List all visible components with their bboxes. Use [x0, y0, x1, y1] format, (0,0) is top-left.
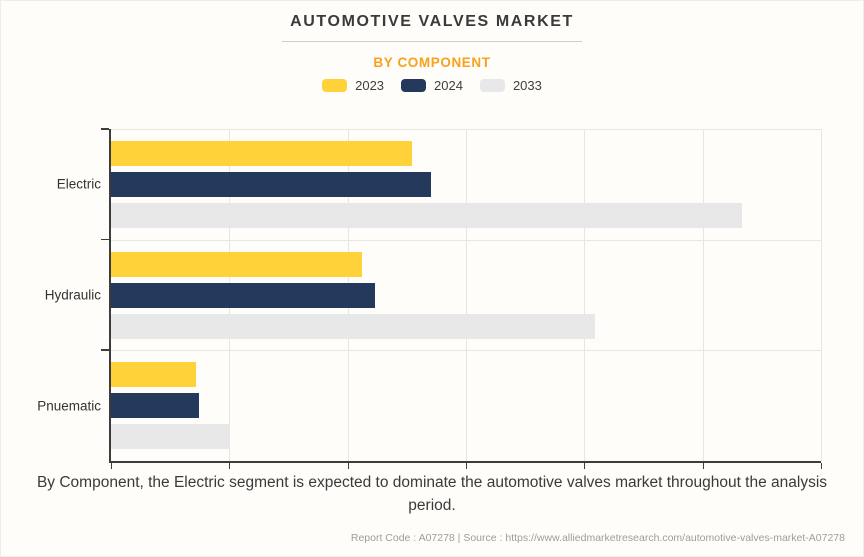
bar-pnuematic-2033 — [111, 424, 231, 450]
bar-electric-2033 — [111, 203, 742, 228]
x-axis-tick — [584, 463, 586, 469]
chart-subtitle: BY COMPONENT — [373, 55, 491, 70]
x-axis-tick — [702, 463, 704, 469]
legend-swatch-2033 — [479, 79, 505, 92]
legend-label-2023: 2023 — [355, 78, 385, 93]
x-axis-tick — [821, 463, 822, 469]
legend-label-2024: 2024 — [434, 78, 463, 93]
bar-electric-2024 — [111, 172, 431, 197]
chart-caption: By Component, the Electric segment is ex… — [36, 474, 828, 515]
legend-swatch-2024 — [401, 79, 427, 92]
category-label: Hydraulic — [44, 287, 101, 303]
category-label: Electric — [56, 176, 101, 192]
category-label: Pnuematic — [37, 398, 101, 414]
legend-swatch-2023 — [322, 79, 348, 92]
category-group-pnuematic: Pnuematic — [37, 349, 821, 461]
bar-hydraulic-2033 — [111, 313, 595, 339]
bar-pnuematic-2024 — [111, 393, 199, 419]
legend-item-2033: 2033 — [479, 78, 542, 93]
x-axis-tick — [111, 463, 112, 469]
y-axis-tick — [101, 349, 109, 351]
legend-item-2023: 2023 — [322, 78, 384, 93]
page-title: AUTOMOTIVE VALVES MARKET — [290, 13, 574, 30]
x-gridline — [702, 129, 704, 461]
category-boundary-gridline — [111, 350, 821, 352]
x-gridline — [584, 129, 586, 461]
bar-pnuematic-2023 — [111, 362, 197, 388]
x-gridline — [821, 129, 822, 461]
category-group-electric: Electric — [57, 128, 821, 240]
category-boundary-gridline — [111, 239, 821, 241]
legend: 2023 2024 2033 — [1, 78, 863, 93]
legend-item-2024: 2024 — [401, 78, 463, 93]
bar-hydraulic-2023 — [111, 251, 362, 277]
chart-header: AUTOMOTIVE VALVES MARKET BY COMPONENT 20… — [1, 1, 863, 93]
title-divider — [282, 41, 582, 42]
legend-label-2033: 2033 — [512, 78, 542, 93]
x-axis-tick — [466, 463, 467, 469]
x-gridline — [466, 129, 467, 461]
y-axis-tick — [101, 238, 109, 241]
y-axis-tick — [101, 128, 109, 130]
bar-electric-2023 — [111, 141, 412, 166]
bar-hydraulic-2024 — [111, 282, 375, 308]
footer-source-text: Report Code : A07278 | Source : https://… — [350, 532, 845, 544]
x-axis-tick — [347, 463, 349, 469]
category-boundary-gridline — [111, 129, 821, 130]
category-group-hydraulic: Hydraulic — [45, 238, 821, 351]
x-axis-tick — [229, 463, 231, 469]
bar-chart-plot-area: Electric Hydraulic Pnuematic — [37, 128, 822, 469]
